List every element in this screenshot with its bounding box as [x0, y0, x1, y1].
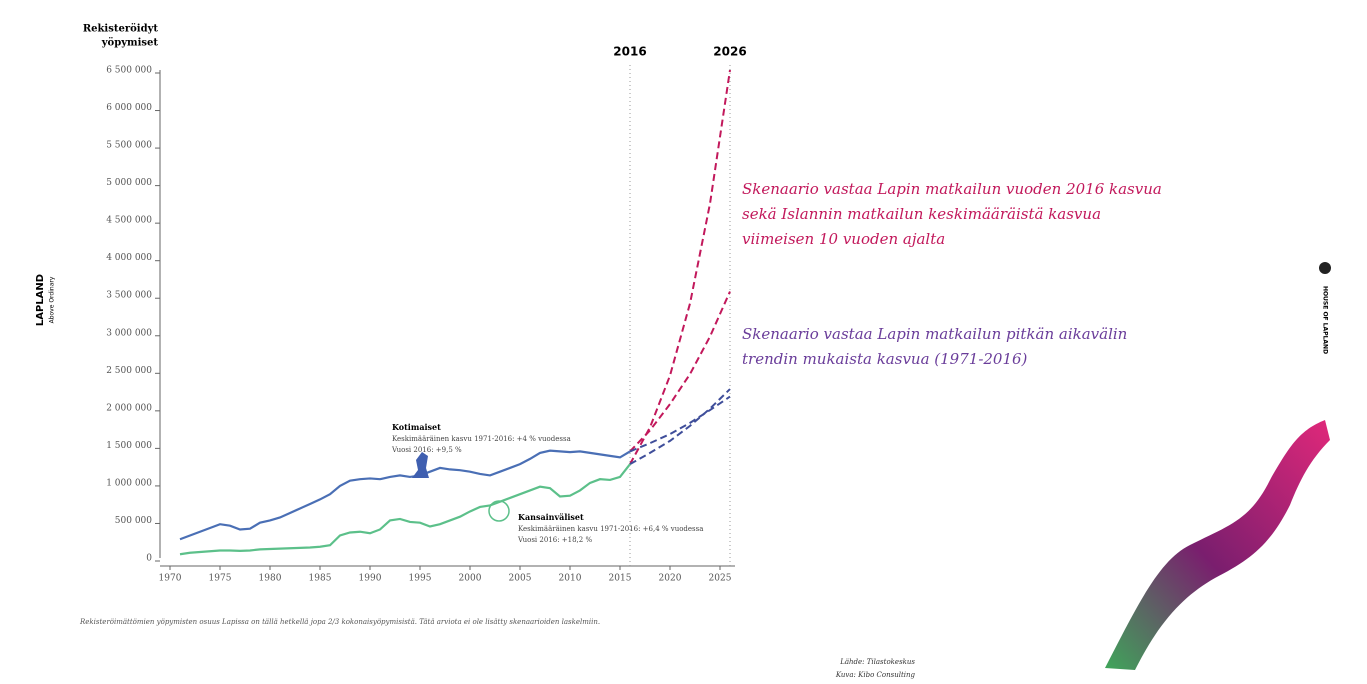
x-tick-label: 2000 [459, 574, 482, 584]
x-tick-label: 1985 [309, 574, 332, 584]
credit: Kuva: Kibo Consulting [835, 671, 916, 679]
y-tick-label: 1 500 000 [106, 441, 152, 451]
brand-logo [1319, 262, 1331, 274]
y-tick-label: 6 000 000 [106, 103, 152, 113]
reference-label: 2026 [713, 45, 746, 59]
brand-right: HOUSE OF LAPLAND [1322, 286, 1329, 354]
y-tick-label: 5 500 000 [106, 141, 152, 151]
y-tick-label: 4 500 000 [106, 216, 152, 226]
annotation: viimeisen 10 vuoden ajalta [742, 230, 945, 248]
x-tick-label: 1995 [409, 574, 432, 584]
globe-icon [488, 500, 510, 522]
callout-note: Keskimääräinen kasvu 1971-2016: +4 % vuo… [392, 435, 571, 443]
y-axis-label: yöpymiset [101, 38, 159, 49]
series-line [179, 463, 631, 556]
x-tick-label: 1990 [359, 574, 382, 584]
x-tick-label: 2005 [509, 574, 532, 584]
finland-icon [412, 452, 429, 478]
x-tick-label: 2025 [709, 574, 732, 584]
reference-label: 2016 [613, 45, 646, 59]
callout-note: Keskimääräinen kasvu 1971-2016: +6,4 % v… [518, 525, 703, 533]
callout-note: Vuosi 2016: +9,5 % [391, 446, 462, 454]
scenario-line [629, 395, 731, 453]
annotation: Skenaario vastaa Lapin matkailun pitkän … [742, 325, 1127, 343]
y-tick-label: 3 000 000 [106, 328, 152, 338]
x-tick-label: 1975 [209, 574, 232, 584]
y-axis-label: Rekisteröidyt [83, 24, 159, 35]
annotation: sekä Islannin matkailun keskimääräistä k… [742, 205, 1101, 223]
y-tick-label: 3 500 000 [106, 291, 152, 301]
y-tick-label: 2 000 000 [106, 403, 152, 413]
footnote: Rekisteröimättömien yöpymisten osuus Lap… [79, 618, 600, 626]
x-tick-label: 2010 [559, 574, 582, 584]
brand-left-sub: Above Ordinary [49, 276, 56, 323]
y-tick-label: 0 [146, 554, 152, 564]
x-tick-label: 1970 [159, 574, 182, 584]
y-tick-label: 6 500 000 [106, 66, 152, 76]
scenario-line [629, 388, 731, 466]
source: Lähde: Tilastokeskus [839, 658, 915, 666]
annotation: Skenaario vastaa Lapin matkailun vuoden … [742, 180, 1162, 198]
y-tick-label: 500 000 [115, 516, 152, 526]
callout-title: Kotimaiset [392, 422, 441, 432]
x-tick-label: 2020 [659, 574, 682, 584]
x-tick-label: 1980 [259, 574, 282, 584]
callout-note: Vuosi 2016: +18,2 % [517, 536, 592, 544]
y-tick-label: 5 000 000 [106, 178, 152, 188]
series-line [179, 449, 631, 541]
x-tick-label: 2015 [609, 574, 632, 584]
brand-left: LAPLAND [35, 274, 46, 326]
y-tick-label: 1 000 000 [106, 478, 152, 488]
annotation: trendin mukaista kasvua (1971-2016) [742, 350, 1028, 368]
scenario-line [629, 291, 731, 453]
decor-ribbon [1105, 420, 1330, 670]
callout-title: Kansainväliset [518, 512, 584, 522]
y-tick-label: 4 000 000 [106, 253, 152, 263]
y-tick-label: 2 500 000 [106, 366, 152, 376]
